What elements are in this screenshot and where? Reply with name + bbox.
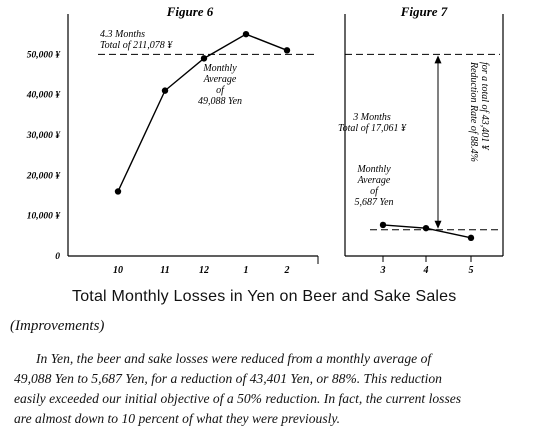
fig7-x-tick-label: 4 xyxy=(423,265,429,276)
chart-caption-subtitle: (Improvements) xyxy=(10,318,105,334)
fig7-arrow-head-up xyxy=(434,55,442,64)
fig7-data-point xyxy=(422,224,430,232)
fig6-data-point xyxy=(161,87,169,94)
fig7-data-point xyxy=(467,234,475,242)
fig6-avg-label-1: Monthly xyxy=(202,63,237,74)
caption-line: easily exceeded our initial objective of… xyxy=(14,391,462,406)
fig6-x-tick-label: 1 xyxy=(244,265,249,276)
fig7-reduction-label-2: for a total of 43,401 ¥ xyxy=(479,62,490,151)
fig6-y-tick-label: 20,000 ¥ xyxy=(26,171,62,181)
fig6-y-tick-label: 30,000 ¥ xyxy=(26,131,62,141)
figure-6-chart: Figure 6 50,000 ¥ 40,000 ¥ 30,000 ¥ 20,000 … xyxy=(26,4,319,276)
fig7-data-point xyxy=(379,221,387,229)
fig6-data-point xyxy=(114,188,122,195)
chart-caption-title: Total Monthly Losses in Yen on Beer and … xyxy=(72,288,457,305)
fig7-x-tick-label: 3 xyxy=(380,265,386,276)
fig6-y-tick-label: 50,000 ¥ xyxy=(27,50,62,60)
fig7-arrow-head-down xyxy=(434,220,442,229)
fig6-total-label-1: 4.3 Months xyxy=(100,29,145,40)
charts-figure: Figure 6 50,000 ¥ 40,000 ¥ 30,000 ¥ 20,000 … xyxy=(26,4,504,276)
fig7-reduction-label-1: Reduction Rate of 88.4% xyxy=(468,61,479,162)
fig7-total-label-2: Total of 17,061 ¥ xyxy=(338,123,407,134)
fig6-avg-label-4: 49,088 Yen xyxy=(198,96,242,107)
fig6-x-tick-label: 2 xyxy=(284,265,290,276)
fig6-x-tick-label: 11 xyxy=(160,265,169,276)
fig6-x-tick-label: 10 xyxy=(113,265,123,276)
fig6-x-tick-label: 12 xyxy=(199,265,209,276)
caption-line: are almost down to 10 percent of what th… xyxy=(14,411,341,426)
fig6-y-tick-label: 40,000 ¥ xyxy=(26,91,62,101)
fig6-title: Figure 6 xyxy=(166,4,214,19)
fig6-y-tick-label: 0 xyxy=(55,252,60,262)
fig6-y-tick-label: 10,000 ¥ xyxy=(27,212,62,222)
fig7-avg-label-3: of xyxy=(370,186,379,197)
fig6-avg-label-3: of xyxy=(216,85,225,96)
fig6-avg-label-2: Average xyxy=(203,74,237,85)
fig7-avg-label-4: 5,687 Yen xyxy=(354,197,393,208)
fig7-avg-label-2: Average xyxy=(357,175,391,186)
caption-block: Total Monthly Losses in Yen on Beer and … xyxy=(10,288,544,429)
fig6-data-point xyxy=(283,47,291,54)
caption-line: 49,088 Yen to 5,687 Yen, for a reduction… xyxy=(14,371,442,386)
fig7-total-label-1: 3 Months xyxy=(352,112,391,123)
fig7-x-tick-label: 5 xyxy=(469,265,474,276)
fig6-data-point xyxy=(242,30,250,38)
caption-paragraph: In Yen, the beer and sake losses were re… xyxy=(10,349,544,429)
fig7-title: Figure 7 xyxy=(400,4,448,19)
fig7-avg-label-1: Monthly xyxy=(356,164,391,175)
fig6-data-point xyxy=(200,55,208,62)
fig6-total-label-2: Total of 211,078 ¥ xyxy=(100,40,173,51)
caption-line: In Yen, the beer and sake losses were re… xyxy=(36,351,432,366)
